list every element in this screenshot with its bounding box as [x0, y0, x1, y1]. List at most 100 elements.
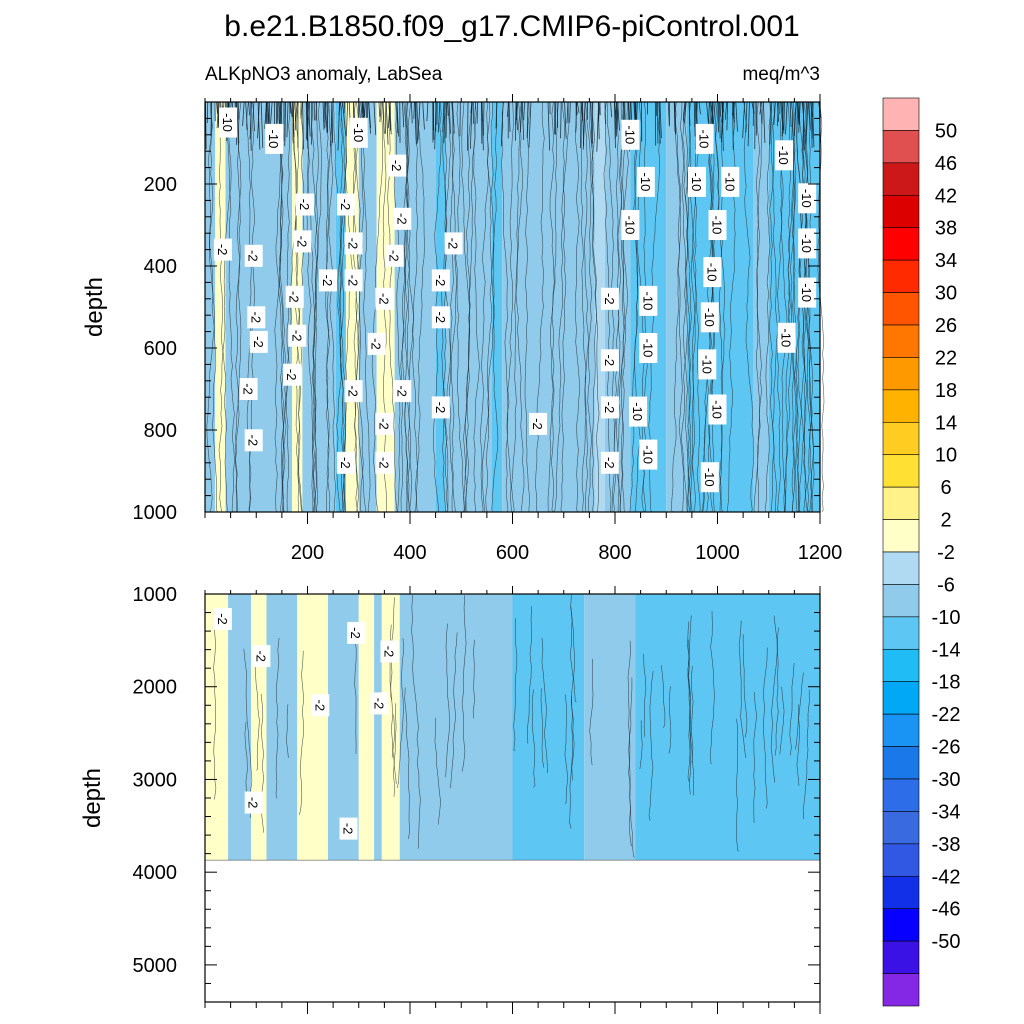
colorbar-swatch [882, 811, 920, 845]
surface-contour-line [236, 101, 240, 144]
surface-contour-line [295, 101, 298, 122]
contour-label-text: -10 [689, 173, 704, 192]
contour-label-text: -10 [702, 308, 717, 327]
contour-label-box [295, 193, 314, 216]
y-tick-label: 2000 [133, 677, 178, 699]
surface-contour-line [569, 101, 571, 123]
contour-label: -2 [295, 193, 314, 216]
contour-line [535, 101, 545, 513]
contour-label-text: -10 [710, 216, 725, 235]
surface-contour-line [292, 101, 295, 137]
chart-title: b.e21.B1850.f09_g17.CMIP6-piControl.001 [224, 10, 799, 43]
surface-contour-line [807, 101, 811, 131]
contour-label-text: -2 [338, 457, 353, 469]
contour-band [266, 594, 298, 861]
surface-contour-line [385, 101, 389, 145]
surface-contour-line [373, 101, 377, 136]
contour-label-text: -2 [446, 238, 461, 250]
surface-contour-line [345, 101, 349, 137]
surface-contour-line [270, 101, 273, 125]
colorbar-swatch [882, 908, 920, 942]
lower-y-axis-label: depth [79, 768, 106, 828]
x-tick-label: 400 [393, 542, 426, 564]
contour-label-text: -2 [341, 823, 356, 835]
contour-label: -2 [385, 244, 404, 267]
contour-label: -10 [621, 119, 640, 150]
contour-label-box [344, 269, 363, 292]
surface-contour-line [580, 101, 582, 149]
surface-contour-line [267, 101, 269, 127]
contour-label-text: -2 [320, 275, 335, 287]
contour-label: -2 [319, 269, 337, 292]
surface-contour-line [389, 101, 392, 135]
surface-contour-line [747, 101, 750, 147]
contour-label-box [700, 302, 719, 333]
contour-label-text: -2 [382, 646, 397, 658]
contour-label-text: -2 [297, 199, 312, 211]
contour-line [524, 101, 531, 513]
contour-line [735, 718, 740, 852]
colorbar-label: 46 [935, 153, 957, 175]
surface-contour-line [698, 101, 701, 115]
contour-line [461, 595, 467, 772]
contour-line [260, 693, 265, 833]
contour-line [371, 101, 383, 513]
surface-contour-line [508, 101, 511, 132]
contour-line [295, 101, 303, 513]
contour-line [780, 101, 788, 513]
surface-contour-line [614, 101, 616, 149]
y-tick-label: 1000 [133, 502, 178, 524]
upper-depth-panel: -10 -10 -10 -10 -10 -10 -10 -10 -10 -10 -10 -10 -10 -… [133, 94, 842, 564]
surface-contour-line [582, 101, 585, 146]
contour-label-box [247, 306, 266, 329]
surface-contour-line [422, 101, 425, 130]
surface-contour-line [286, 101, 289, 138]
contour-label: -2 [249, 330, 268, 353]
colorbar-label: -42 [932, 866, 961, 888]
contour-line [564, 694, 569, 804]
contour-line [473, 101, 480, 513]
colorbar-label: 26 [935, 315, 957, 337]
contour-line [515, 101, 525, 513]
contour-line [581, 101, 589, 513]
colorbar-swatch [882, 97, 920, 131]
colorbar-label: -26 [932, 737, 961, 759]
contour-label-box [621, 210, 640, 240]
contour-line [560, 101, 567, 513]
contour-line [627, 640, 635, 858]
surface-contour-line [495, 101, 498, 129]
contour-band [512, 594, 585, 861]
contour-label: -10 [798, 228, 817, 259]
surface-contour-line [205, 101, 207, 150]
surface-contour-line [388, 101, 391, 131]
contour-label: -2 [347, 621, 366, 644]
surface-contour-line [257, 101, 261, 150]
contour-line [244, 721, 248, 792]
contour-label-text: -10 [799, 283, 814, 302]
contour-label-text: -2 [389, 160, 404, 172]
contour-label-box [336, 451, 355, 474]
contour-label-text: -10 [697, 130, 712, 149]
contour-label: -10 [349, 117, 368, 148]
contour-line [527, 606, 532, 744]
contour-label-box [529, 412, 548, 435]
contour-label-text: -2 [602, 293, 617, 305]
colorbar-swatch [882, 875, 920, 910]
contour-label-box [444, 232, 463, 255]
surface-contour-line [284, 101, 286, 147]
contour-label-box [265, 123, 284, 154]
contour-line [218, 101, 228, 513]
surface-contour-line [330, 101, 333, 147]
y-tick-label: 1000 [133, 584, 178, 606]
surface-contour-line [218, 101, 220, 128]
contour-line [547, 101, 555, 513]
surface-contour-line [324, 101, 327, 128]
contour-line [643, 653, 647, 737]
contour-label-box [375, 287, 394, 310]
contour-line [505, 101, 514, 513]
surface-contour-line [712, 101, 716, 126]
colorbar-label: 6 [940, 477, 951, 499]
y-tick-label: 400 [144, 256, 177, 278]
surface-contour-line [760, 101, 763, 125]
colorbar-label: -22 [932, 704, 961, 726]
